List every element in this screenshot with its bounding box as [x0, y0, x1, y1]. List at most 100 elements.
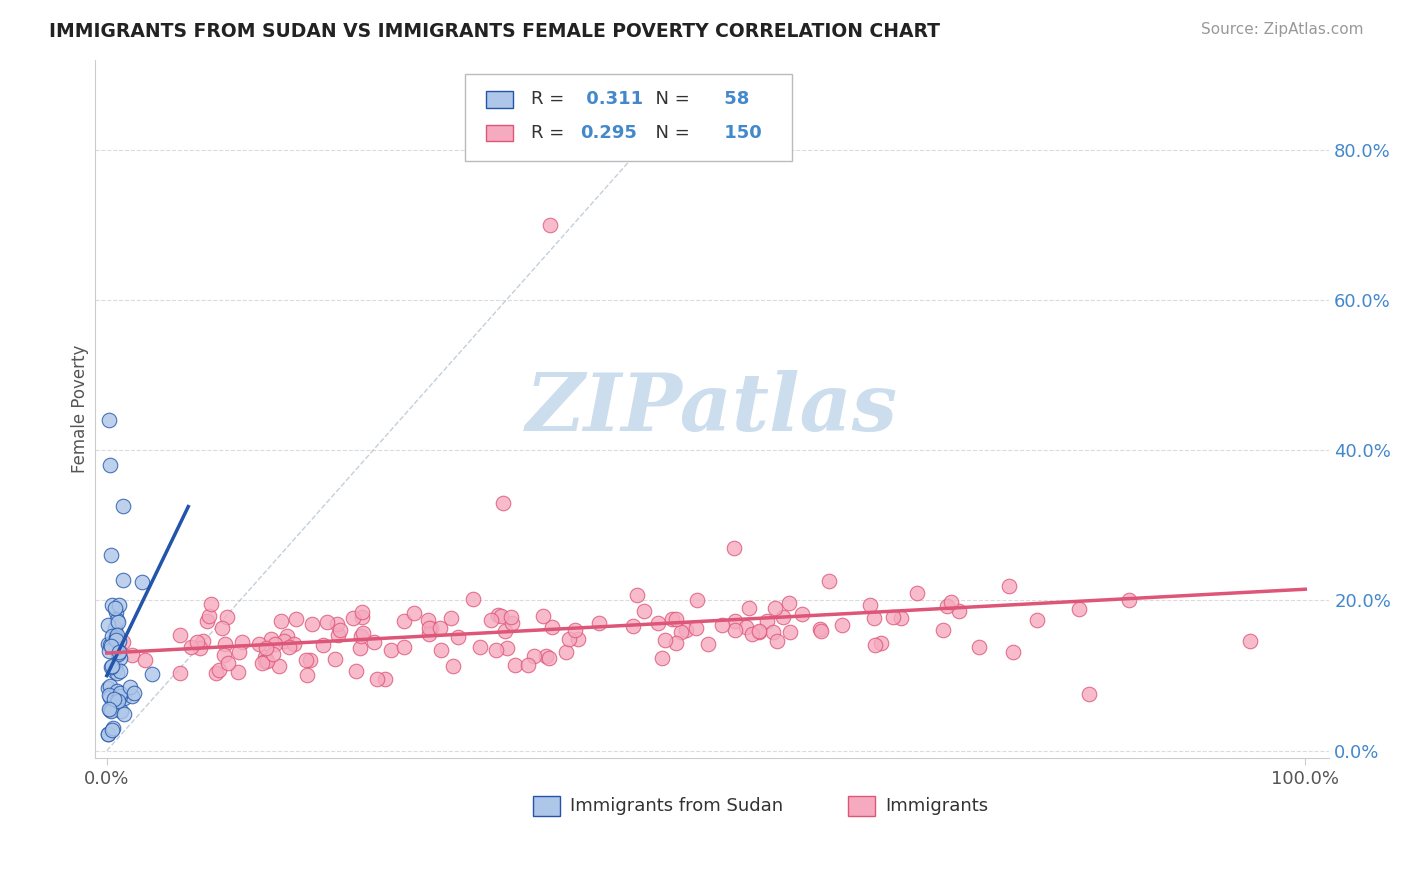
Point: [967, 640, 990, 654]
Point: [418, 627, 440, 641]
Point: [538, 218, 561, 232]
Point: [418, 613, 440, 627]
Point: [211, 621, 233, 635]
Point: [392, 614, 415, 628]
Point: [998, 579, 1021, 593]
Point: [1002, 645, 1025, 659]
Point: [141, 666, 163, 681]
Point: [931, 623, 953, 637]
Point: [531, 609, 554, 624]
Point: [295, 668, 318, 682]
Point: [283, 637, 305, 651]
Point: [97, 727, 120, 741]
Point: [534, 648, 557, 663]
Point: [197, 608, 219, 623]
Point: [105, 632, 128, 646]
Point: [276, 629, 298, 643]
Point: [131, 574, 153, 589]
Point: [100, 458, 122, 473]
Text: N =: N =: [644, 124, 696, 142]
Point: [763, 601, 786, 615]
Point: [1026, 613, 1049, 627]
Point: [326, 628, 349, 642]
Point: [418, 622, 440, 636]
Point: [205, 666, 228, 681]
Point: [505, 658, 527, 673]
Point: [697, 637, 720, 651]
Point: [217, 656, 239, 670]
Point: [100, 704, 122, 718]
Point: [440, 611, 463, 625]
Point: [501, 616, 523, 631]
Point: [523, 649, 546, 664]
Point: [112, 691, 135, 706]
Point: [108, 645, 131, 659]
Point: [315, 615, 337, 630]
Point: [270, 614, 292, 628]
Point: [104, 632, 127, 647]
Point: [468, 640, 491, 654]
Point: [723, 624, 745, 638]
Point: [100, 639, 122, 653]
Point: [831, 618, 853, 632]
Point: [107, 647, 129, 661]
FancyBboxPatch shape: [465, 73, 792, 161]
Point: [363, 635, 385, 649]
Point: [301, 616, 323, 631]
Point: [735, 620, 758, 634]
Text: R =: R =: [530, 124, 569, 142]
Point: [231, 634, 253, 648]
Point: [737, 600, 759, 615]
Text: 58: 58: [718, 90, 749, 109]
Point: [262, 648, 284, 662]
Point: [111, 499, 134, 513]
Point: [647, 615, 669, 630]
Point: [420, 621, 443, 635]
Point: [554, 644, 576, 658]
Text: IMMIGRANTS FROM SUDAN VS IMMIGRANTS FEMALE POVERTY CORRELATION CHART: IMMIGRANTS FROM SUDAN VS IMMIGRANTS FEMA…: [49, 22, 941, 41]
Point: [935, 599, 957, 614]
Point: [537, 650, 560, 665]
Point: [98, 413, 121, 427]
Point: [441, 659, 464, 673]
Bar: [533, 796, 560, 815]
Point: [105, 665, 128, 680]
Point: [485, 642, 508, 657]
Point: [228, 645, 250, 659]
Point: [818, 574, 841, 588]
Point: [105, 629, 128, 643]
Point: [859, 599, 882, 613]
Point: [122, 686, 145, 700]
Point: [105, 628, 128, 642]
Point: [446, 630, 468, 644]
Point: [905, 586, 928, 600]
Point: [110, 664, 132, 678]
Point: [685, 621, 707, 635]
Text: Source: ZipAtlas.com: Source: ZipAtlas.com: [1201, 22, 1364, 37]
Point: [101, 598, 124, 612]
Point: [134, 653, 156, 667]
Point: [97, 727, 120, 741]
Point: [588, 615, 610, 630]
Point: [862, 610, 884, 624]
Point: [633, 603, 655, 617]
Point: [312, 638, 335, 652]
Point: [110, 686, 132, 700]
Point: [323, 652, 346, 666]
Point: [200, 597, 222, 611]
Point: [104, 660, 127, 674]
Point: [254, 653, 277, 667]
Point: [97, 702, 120, 716]
Point: [105, 641, 128, 656]
Point: [492, 496, 515, 510]
Point: [890, 611, 912, 625]
Point: [567, 632, 589, 647]
Point: [277, 640, 299, 654]
Point: [264, 637, 287, 651]
Point: [260, 632, 283, 646]
Point: [762, 624, 785, 639]
Point: [741, 627, 763, 641]
Point: [108, 651, 131, 665]
Point: [107, 694, 129, 708]
Point: [661, 612, 683, 626]
